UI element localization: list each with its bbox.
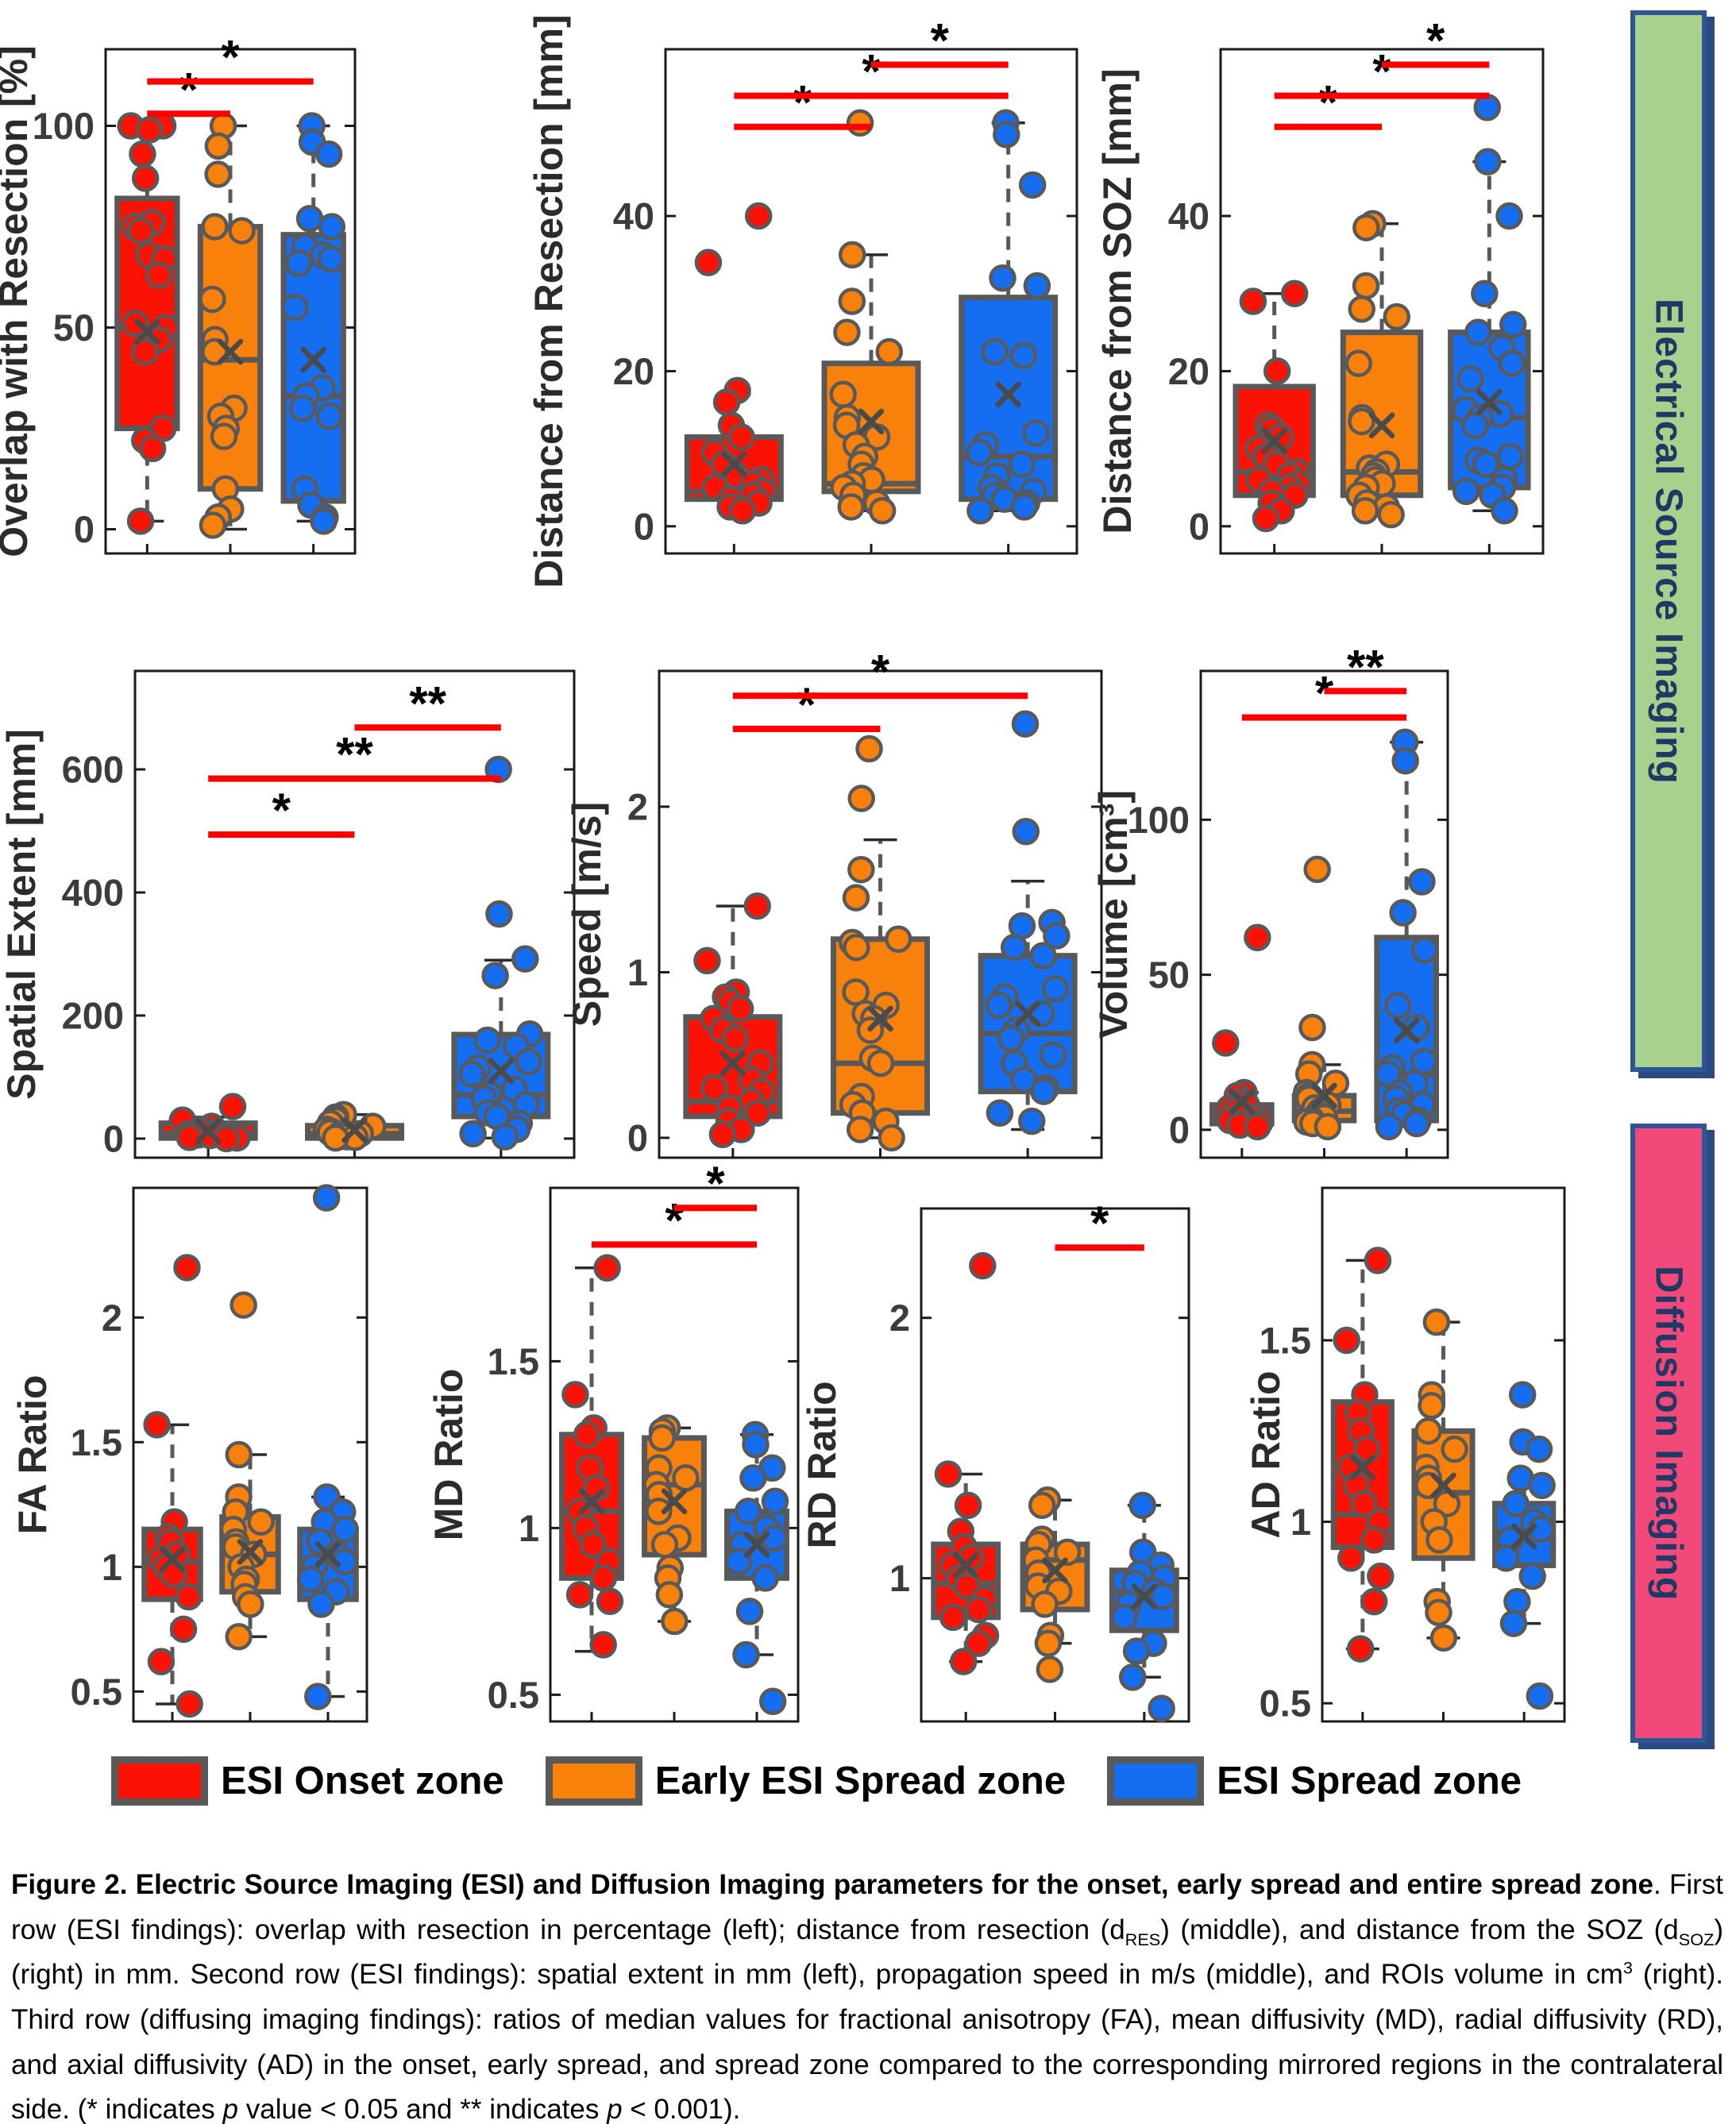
svg-text:2: 2 xyxy=(627,785,648,827)
svg-text:50: 50 xyxy=(1148,954,1190,996)
svg-text:100: 100 xyxy=(1128,799,1190,841)
plot-md-ratio: 0.5 1 1.5 MD Ratio * * xyxy=(426,1157,800,1723)
banner-diffusion-imaging-label: Diffusion Imaging xyxy=(1647,1265,1690,1602)
legend-swatch-esi-onset-zone xyxy=(111,1756,208,1806)
plot-distance-from-resection: 0 20 40 Distance from Resection [mm] * * * xyxy=(527,14,1078,588)
legend-item-esi-spread-zone: ESI Spread zone xyxy=(1107,1756,1522,1806)
legend-label-esi-spread-zone: ESI Spread zone xyxy=(1217,1760,1522,1802)
legend: ESI Onset zone Early ESI Spread zone ESI… xyxy=(111,1756,1522,1806)
legend-swatch-esi-spread-zone xyxy=(1107,1756,1205,1806)
svg-text:**: ** xyxy=(409,677,446,730)
plot-rd-ratio: 1 2 RD Ratio * xyxy=(800,1197,1190,1723)
svg-text:200: 200 xyxy=(62,994,124,1036)
svg-text:Volume [cm³]: Volume [cm³] xyxy=(1091,790,1136,1039)
banner-electrical-source-imaging: Electrical Source Imaging xyxy=(1630,10,1707,1072)
svg-text:600: 600 xyxy=(62,748,124,790)
svg-text:Speed [m/s]: Speed [m/s] xyxy=(565,802,609,1027)
plot-ad-ratio: 0.5 1 1.5 AD Ratio xyxy=(1244,1186,1566,1725)
svg-text:100: 100 xyxy=(33,105,95,147)
svg-text:*: * xyxy=(871,645,890,698)
legend-label-esi-onset-zone: ESI Onset zone xyxy=(221,1760,504,1802)
svg-text:*: * xyxy=(665,1193,684,1247)
legend-label-early-esi-spread-zone: Early ESI Spread zone xyxy=(654,1760,1067,1802)
svg-text:*: * xyxy=(1426,14,1445,67)
svg-text:*: * xyxy=(179,63,199,116)
svg-text:*: * xyxy=(1319,76,1338,129)
svg-text:AD Ratio: AD Ratio xyxy=(1244,1370,1288,1538)
svg-text:FA Ratio: FA Ratio xyxy=(10,1375,55,1535)
svg-text:*: * xyxy=(221,31,240,84)
banner-electrical-source-imaging-label: Electrical Source Imaging xyxy=(1647,298,1690,784)
svg-text:0: 0 xyxy=(103,1117,124,1159)
figure-caption: Figure 2. Electric Source Imaging (ESI) … xyxy=(11,1869,1723,2124)
svg-text:40: 40 xyxy=(1168,195,1209,237)
svg-text:*: * xyxy=(706,1157,725,1210)
svg-text:1.5: 1.5 xyxy=(1260,1320,1311,1362)
svg-text:Overlap with Resection [%]: Overlap with Resection [%] xyxy=(0,45,36,557)
svg-text:0: 0 xyxy=(627,1116,648,1158)
banner-diffusion-imaging: Diffusion Imaging xyxy=(1630,1124,1707,1743)
svg-text:*: * xyxy=(272,784,291,837)
svg-text:**: ** xyxy=(336,728,373,781)
svg-text:*: * xyxy=(862,45,881,98)
svg-text:0.5: 0.5 xyxy=(71,1671,122,1713)
legend-swatch-early-esi-spread-zone xyxy=(545,1756,642,1806)
svg-text:1: 1 xyxy=(519,1507,539,1549)
svg-text:1: 1 xyxy=(1290,1501,1311,1543)
svg-text:*: * xyxy=(1090,1197,1109,1250)
legend-item-esi-onset-zone: ESI Onset zone xyxy=(111,1756,504,1806)
svg-text:1: 1 xyxy=(889,1557,910,1599)
svg-text:0: 0 xyxy=(74,508,95,550)
svg-text:0.5: 0.5 xyxy=(1260,1683,1311,1725)
svg-text:**: ** xyxy=(1347,640,1384,693)
svg-text:RD Ratio: RD Ratio xyxy=(800,1381,844,1548)
svg-text:50: 50 xyxy=(53,306,95,349)
svg-text:0: 0 xyxy=(1189,505,1209,547)
svg-text:Distance from Resection [mm]: Distance from Resection [mm] xyxy=(527,14,571,588)
svg-text:1.5: 1.5 xyxy=(71,1421,122,1463)
svg-text:MD Ratio: MD Ratio xyxy=(426,1369,471,1541)
svg-text:1: 1 xyxy=(102,1546,122,1588)
plot-distance-from-soz: 0 20 40 Distance from SOZ [mm] * * * xyxy=(1095,14,1545,555)
svg-text:*: * xyxy=(797,678,816,731)
svg-text:1.5: 1.5 xyxy=(488,1340,539,1382)
svg-text:2: 2 xyxy=(889,1297,910,1339)
svg-text:40: 40 xyxy=(613,195,654,237)
svg-text:0.5: 0.5 xyxy=(488,1674,539,1716)
svg-text:*: * xyxy=(793,76,812,129)
svg-text:0: 0 xyxy=(634,505,654,547)
svg-text:0: 0 xyxy=(1169,1108,1190,1151)
svg-text:20: 20 xyxy=(613,350,654,392)
plot-fa-ratio: 0.5 1 1.5 2 FA Ratio xyxy=(10,1184,368,1723)
svg-text:Distance from SOZ [mm]: Distance from SOZ [mm] xyxy=(1095,68,1140,534)
svg-text:*: * xyxy=(931,14,950,67)
svg-text:2: 2 xyxy=(102,1297,122,1339)
svg-text:*: * xyxy=(1372,45,1391,98)
legend-item-early-esi-spread-zone: Early ESI Spread zone xyxy=(545,1756,1067,1806)
svg-text:Spatial Extent [mm]: Spatial Extent [mm] xyxy=(0,729,44,1100)
svg-text:1: 1 xyxy=(627,951,648,993)
plot-speed: 0 1 2 Speed [m/s] * * xyxy=(565,645,1103,1159)
svg-text:20: 20 xyxy=(1168,350,1209,392)
svg-text:400: 400 xyxy=(62,871,124,913)
